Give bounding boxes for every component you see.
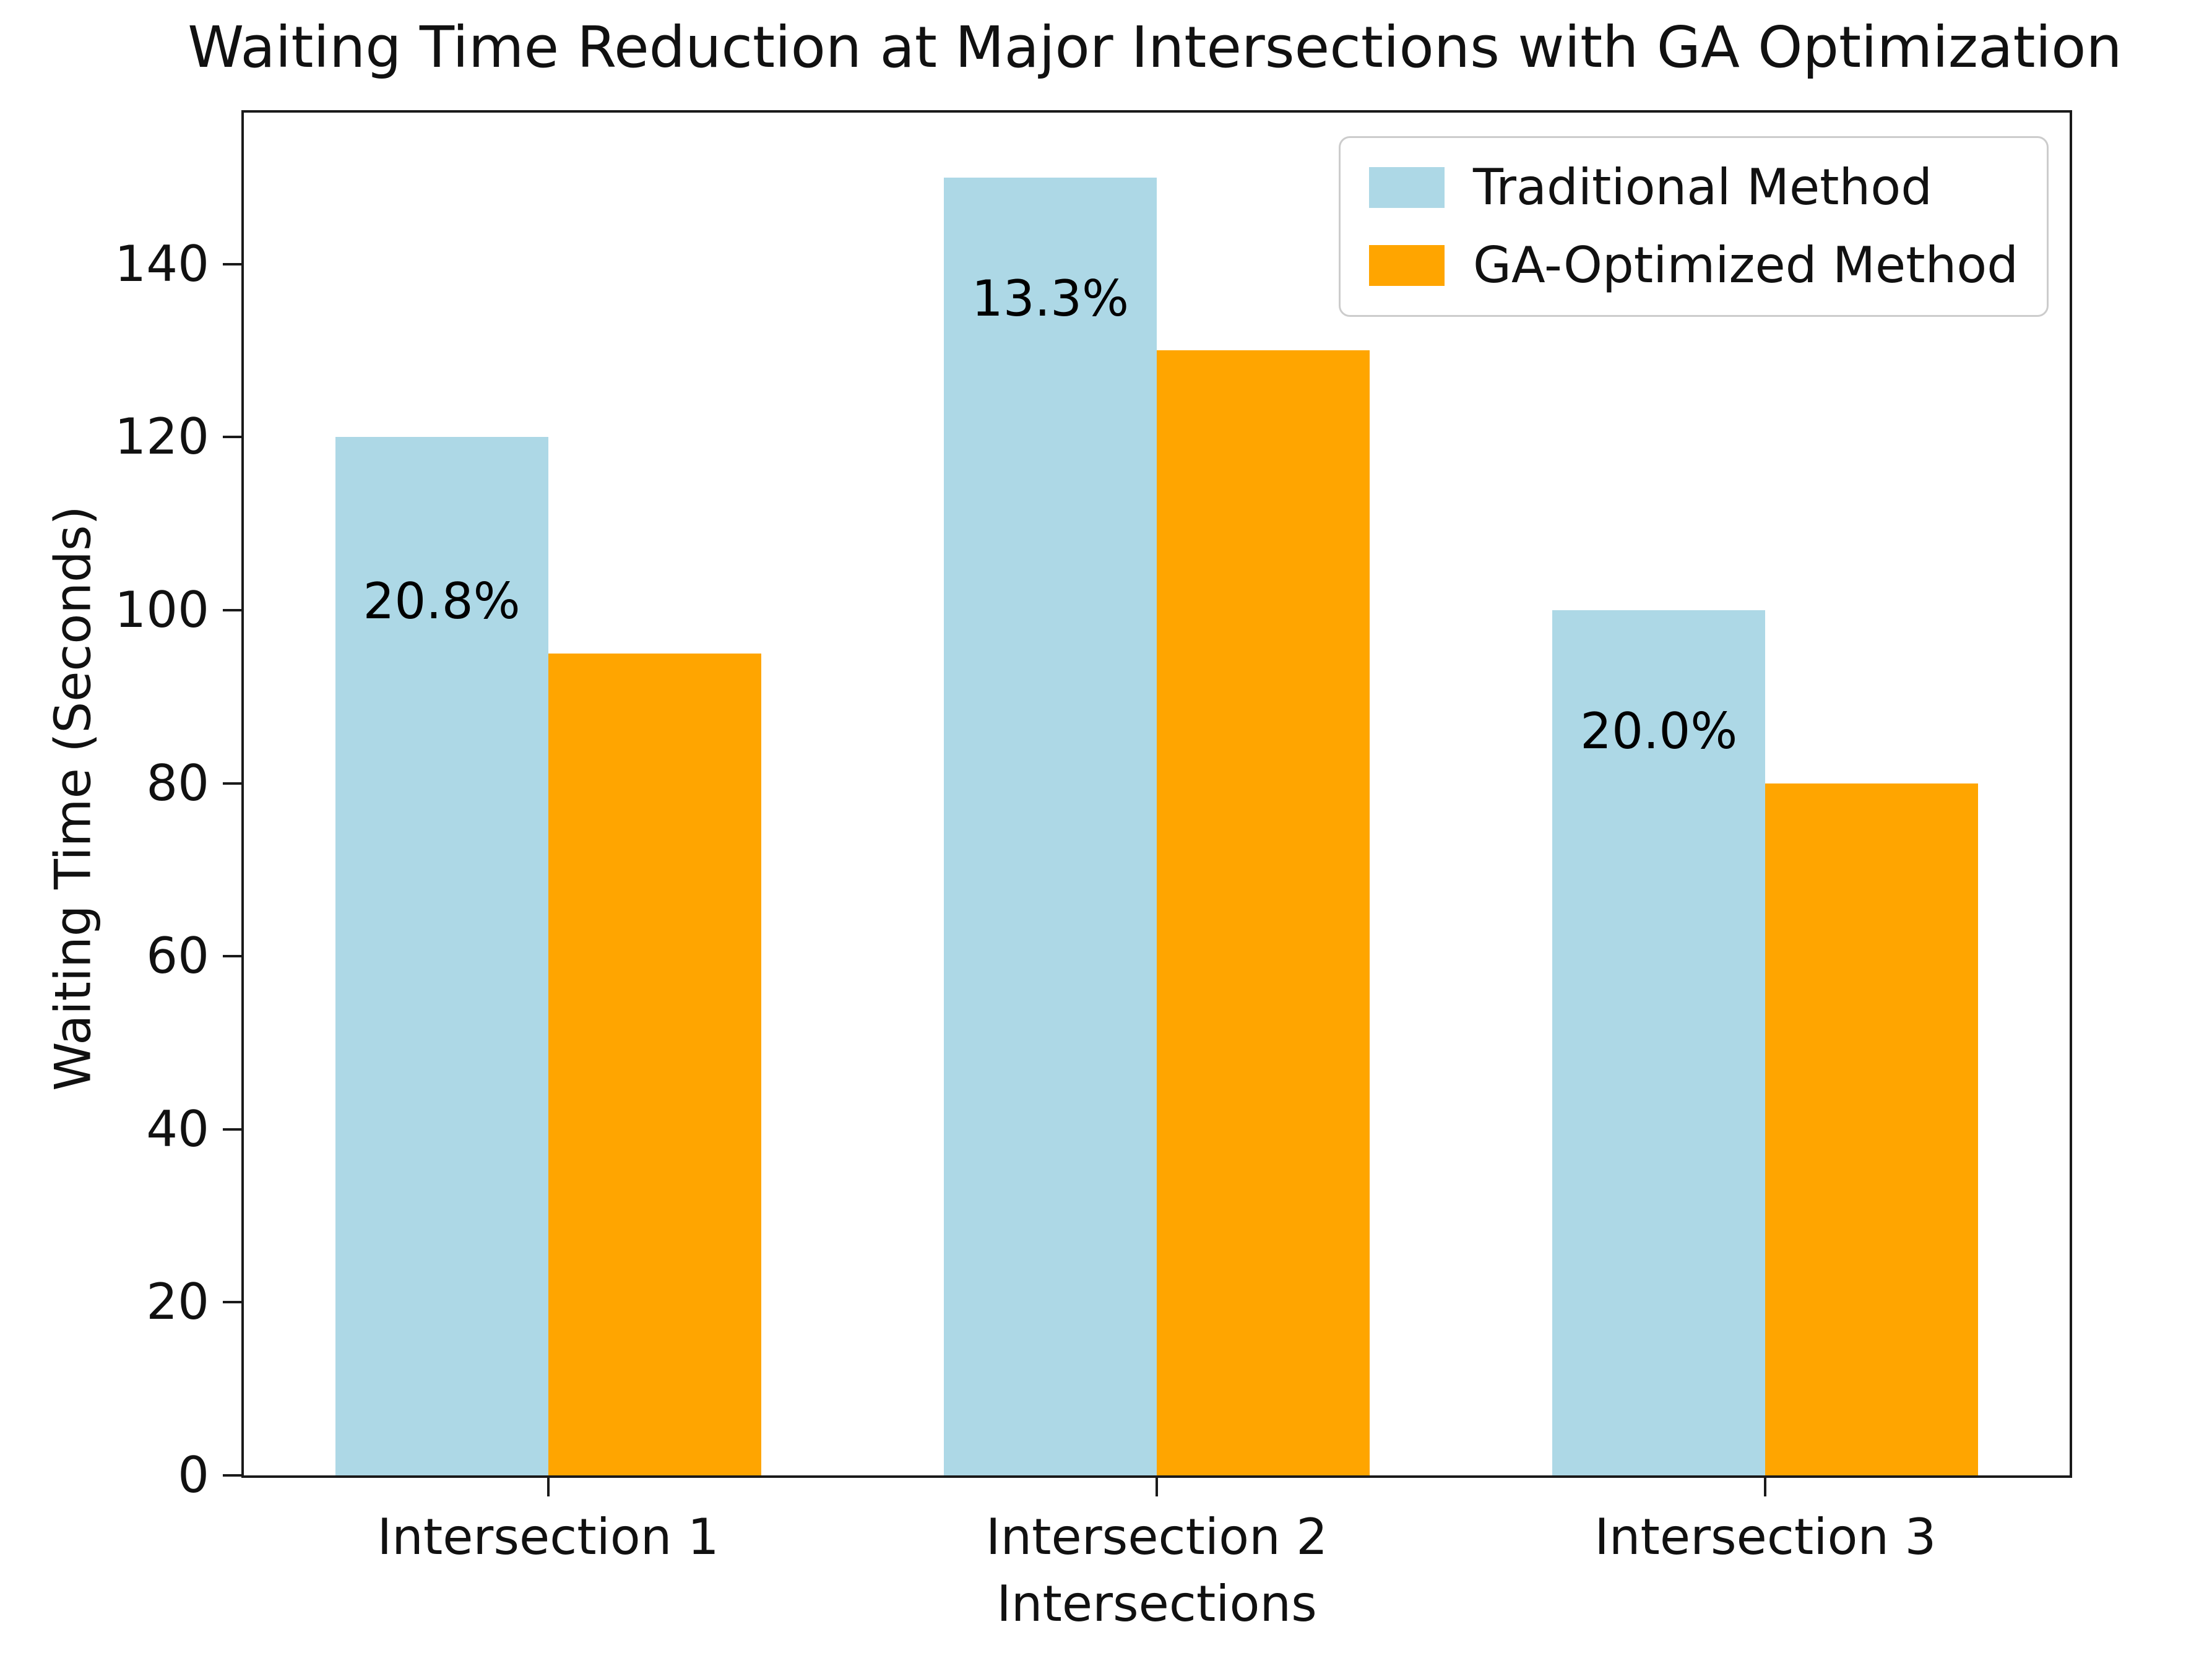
y-tick-mark <box>223 1301 241 1304</box>
plot-area: Intersections Traditional Method GA-Opti… <box>114 110 2072 1629</box>
x-axis-label: Intersections <box>996 1575 1317 1633</box>
bar-ga-optimized-intersection-1 <box>548 653 761 1475</box>
y-tick-mark <box>223 1474 241 1477</box>
legend: Traditional Method GA-Optimized Method <box>1338 136 2049 317</box>
x-tick-mark <box>547 1478 550 1496</box>
y-tick-mark <box>223 1128 241 1131</box>
y-tick-mark <box>223 955 241 958</box>
legend-item-traditional-method: Traditional Method <box>1368 158 2018 216</box>
reduction-annotation-intersection-3: 20.0% <box>1580 702 1738 760</box>
y-tick-label: 40 <box>146 1100 209 1158</box>
y-tick-mark <box>223 436 241 439</box>
legend-label-ga-optimized-method: GA-Optimized Method <box>1472 236 2018 294</box>
bar-ga-optimized-intersection-3 <box>1765 783 1979 1475</box>
y-tick-label: 100 <box>114 580 209 639</box>
x-category-label: Intersection 1 <box>377 1508 719 1566</box>
chart-title: Waiting Time Reduction at Major Intersec… <box>188 14 2122 80</box>
reduction-annotation-intersection-1: 20.8% <box>363 572 521 630</box>
y-tick-label: 120 <box>114 408 209 466</box>
y-tick-label: 20 <box>146 1273 209 1331</box>
bar-ga-optimized-intersection-2 <box>1157 350 1370 1475</box>
legend-item-ga-optimized-method: GA-Optimized Method <box>1368 236 2018 294</box>
y-tick-label: 60 <box>146 927 209 985</box>
y-tick-mark <box>223 782 241 785</box>
legend-swatch-traditional-method <box>1368 167 1445 208</box>
y-axis-label: Waiting Time (Seconds) <box>44 506 102 1091</box>
x-category-label: Intersection 2 <box>985 1508 1328 1566</box>
y-tick-label: 80 <box>146 754 209 812</box>
bar-traditional-intersection-1 <box>335 437 548 1475</box>
bar-traditional-intersection-3 <box>1552 610 1766 1475</box>
y-tick-mark <box>223 608 241 611</box>
bar-traditional-intersection-2 <box>943 177 1157 1475</box>
x-category-label: Intersection 3 <box>1594 1508 1937 1566</box>
reduction-annotation-intersection-2: 13.3% <box>971 269 1129 327</box>
legend-label-traditional-method: Traditional Method <box>1472 158 1932 216</box>
x-tick-mark <box>1764 1478 1767 1496</box>
y-tick-mark <box>223 262 241 265</box>
y-tick-label: 0 <box>178 1446 209 1504</box>
legend-swatch-ga-optimized-method <box>1368 245 1445 286</box>
x-tick-mark <box>1156 1478 1158 1496</box>
y-tick-label: 140 <box>114 235 209 293</box>
